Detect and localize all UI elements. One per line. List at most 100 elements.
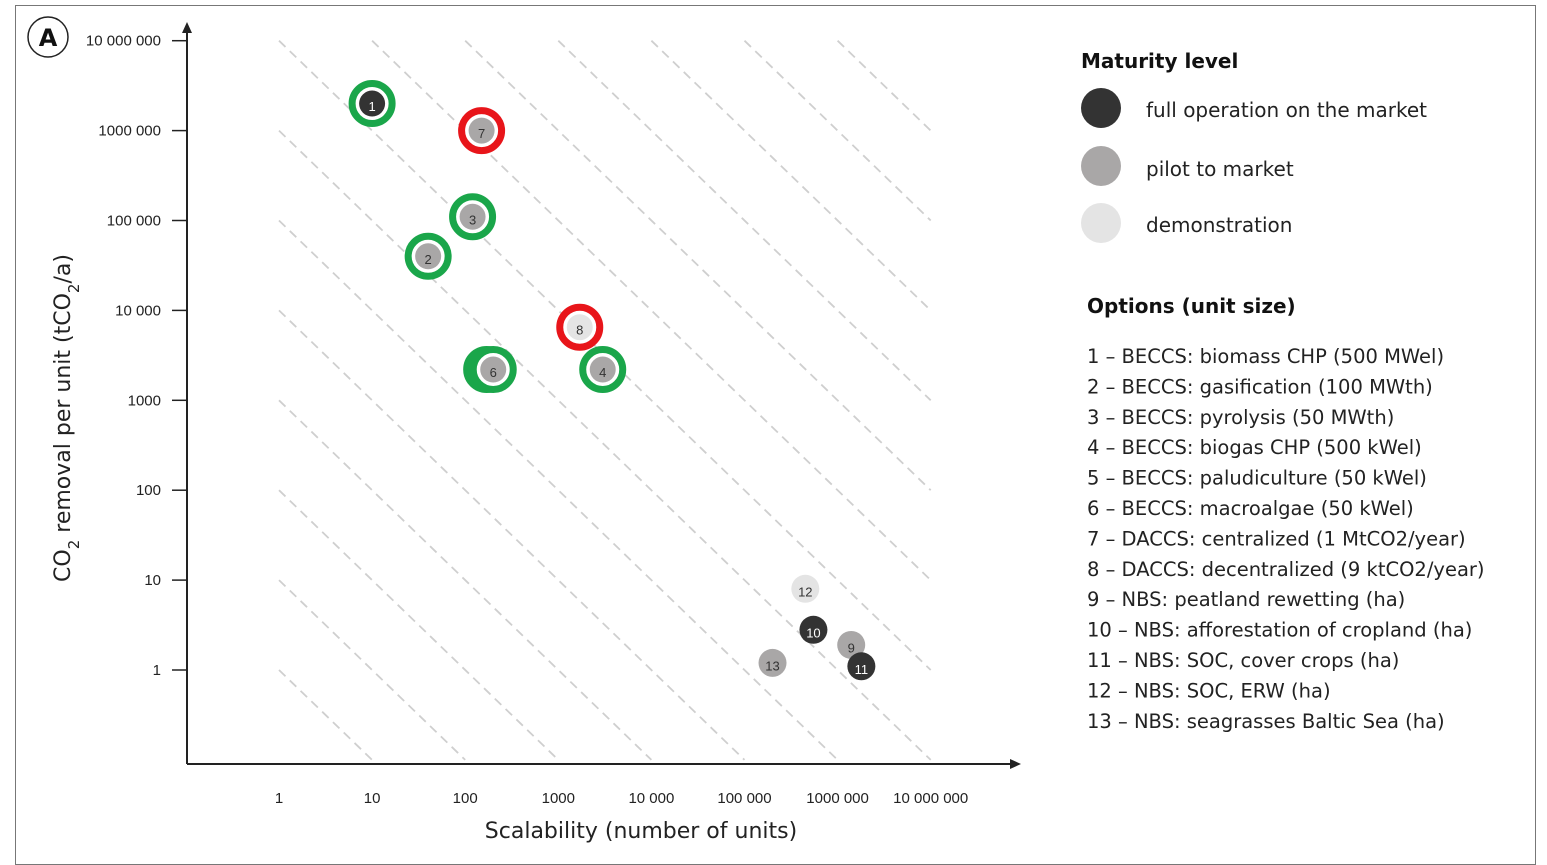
x-tick-labels: 1 10 100 1000 10 000 100 000 1000 000 10 000 00… [275,790,968,807]
y-tick-label: 10 [144,572,161,589]
y-tick-label: 1000 [128,392,161,409]
option-item: 12 – NBS: SOC, ERW (ha) [1087,679,1331,702]
reference-line [278,309,746,761]
option-item: 8 – DACCS: decentralized (9 ktCO2/year) [1087,558,1485,581]
y-tick-label: 100 000 [107,213,161,230]
point-marker [837,630,866,659]
option-item: 3 – BECCS: pyrolysis (50 MWth) [1087,406,1394,429]
x-axis-arrow [1010,759,1021,769]
point-marker [758,648,787,677]
data-point-7: 7 [458,107,506,155]
x-axis-title: Scalability (number of units) [485,819,797,844]
data-point-10: 10 [799,615,828,644]
legend-label-pilot: pilot to market [1146,157,1294,181]
data-point-13: 13 [758,648,787,677]
y-tick-labels: 1 10 100 1000 10 000 100 000 1000 000 10 000 00… [86,33,187,679]
reference-lines [278,40,932,761]
option-item: 10 – NBS: afforestation of cropland (ha) [1087,619,1472,642]
point-marker [791,574,820,603]
data-point-4: 4 [579,346,627,394]
point-label: 2 [425,252,432,267]
point-label: 8 [576,323,583,338]
option-item: 1 – BECCS: biomass CHP (500 MWel) [1087,345,1444,368]
data-points: 12345678910111213 [348,80,876,681]
option-item: 5 – BECCS: paludiculture (50 kWel) [1087,467,1427,490]
panel-badge [27,16,69,58]
reference-line [836,40,932,132]
y-axis-title: CO2 removal per unit (tCO2/a) [51,254,83,582]
data-point-1: 1 [348,80,396,128]
point-label: 11 [855,662,869,677]
y-tick-label: 1 [153,662,161,679]
x-tick-label: 10 000 [628,790,674,807]
point-marker [468,117,495,144]
maturity-legend-title: Maturity level [1081,49,1238,73]
data-point-2: 2 [404,232,452,280]
point-marker [799,615,828,644]
x-tick-label: 1000 000 [806,790,869,807]
x-tick-label: 1000 [542,790,575,807]
point-marker [589,356,616,383]
reference-line [278,129,932,761]
option-item: 4 – BECCS: biogas CHP (500 kWel) [1087,436,1422,459]
reference-line [278,579,466,761]
point-marker [566,314,593,341]
legend-label-demonstration: demonstration [1146,213,1292,237]
x-tick-label: 10 [364,790,381,807]
reference-line [278,399,653,761]
x-tick-label: 100 [453,790,478,807]
y-axis-arrow [182,22,192,33]
point-marker [359,90,386,117]
data-point-8: 8 [556,303,604,351]
point-label: 4 [599,365,606,380]
legend-label-full-operation: full operation on the market [1146,98,1427,122]
point-marker [459,203,486,230]
y-tick-label: 10 000 [115,302,161,319]
legend-swatch-pilot [1081,146,1121,186]
point-label: 1 [368,99,375,114]
options-legend-title: Options (unit size) [1087,294,1296,318]
y-tick-label: 1000 000 [98,123,161,140]
reference-line [557,40,932,401]
point-label: 12 [798,584,812,599]
axes [182,22,1021,769]
option-item: 2 – BECCS: gasification (100 MWth) [1087,375,1433,398]
legend-swatch-demonstration [1081,203,1121,243]
point-label: 7 [478,126,485,141]
data-point-3: 3 [449,193,497,241]
point-label: 9 [848,640,855,655]
reference-line [743,40,932,222]
option-item: 7 – DACCS: centralized (1 MtCO2/year) [1087,527,1466,550]
point-label: 6 [490,365,497,380]
reference-line [278,219,839,761]
x-tick-label: 1 [275,790,283,807]
y-tick-label: 10 000 000 [86,33,161,50]
point-label: 10 [806,625,820,640]
legend-swatch-full-operation [1081,88,1121,128]
point-marker [480,356,507,383]
option-item: 9 – NBS: peatland rewetting (ha) [1087,588,1405,611]
point-marker [847,652,876,681]
panel-label: A [39,24,58,52]
point-label: 3 [469,212,476,227]
option-item: 13 – NBS: seagrasses Baltic Sea (ha) [1087,710,1445,733]
data-point-12: 12 [791,574,820,603]
data-point-6: 6 [469,346,517,394]
reference-line [650,40,932,312]
option-item: 6 – BECCS: macroalgae (50 kWel) [1087,497,1414,520]
option-item: 11 – NBS: SOC, cover crops (ha) [1087,649,1399,672]
reference-line [278,669,373,761]
reference-line [278,489,559,761]
reference-line [371,40,932,581]
reference-line [464,40,932,491]
data-point-9: 9 [837,630,866,659]
data-point-11: 11 [847,652,876,681]
point-label: 13 [765,658,779,673]
options-legend: Options (unit size) 1 – BECCS: biomass C… [1087,294,1485,733]
maturity-legend: Maturity level full operation on the mar… [1081,49,1427,243]
x-tick-label: 10 000 000 [893,790,968,807]
x-tick-label: 100 000 [717,790,771,807]
y-tick-label: 100 [136,482,161,499]
point-marker [415,243,442,270]
